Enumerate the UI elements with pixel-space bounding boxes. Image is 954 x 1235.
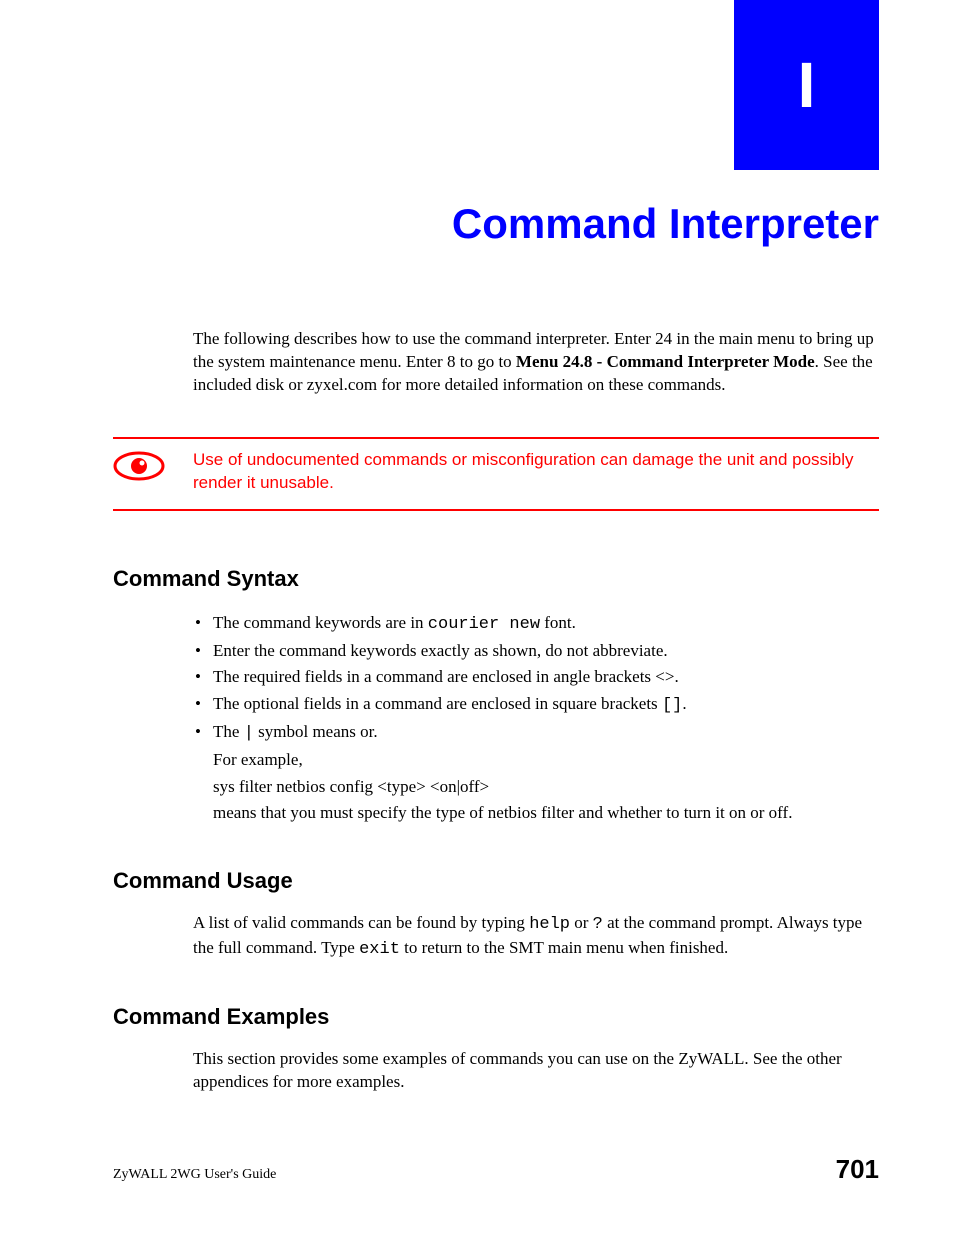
footer-guide-name: ZyWALL 2WG User's Guide (113, 1167, 276, 1183)
page-content: Command Interpreter The following descri… (113, 200, 879, 1136)
list-item: means that you must specify the type of … (213, 800, 879, 826)
text: symbol means or. (254, 722, 378, 741)
list-item: Enter the command keywords exactly as sh… (213, 638, 879, 664)
example-command: sys filter netbios config <type> <on|off… (213, 777, 489, 796)
intro-bold: Menu 24.8 - Command Interpreter Mode (516, 352, 815, 371)
text: The optional fields in a command are enc… (213, 694, 662, 713)
appendix-tab: I (734, 0, 879, 170)
eye-icon (113, 451, 173, 486)
footer-page-number: 701 (836, 1154, 879, 1185)
text: Enter the command keywords exactly as sh… (213, 641, 668, 660)
mono-text: exit (359, 940, 400, 959)
text: or (570, 913, 593, 932)
text: The required fields in a command are enc… (213, 667, 679, 686)
list-item: The command keywords are in courier new … (213, 610, 879, 638)
page-title: Command Interpreter (113, 200, 879, 248)
list-item: For example, (213, 747, 879, 773)
mono-text: ? (593, 915, 603, 934)
syntax-bullet-list: The command keywords are in courier new … (213, 610, 879, 827)
list-item: sys filter netbios config <type> <on|off… (213, 774, 879, 800)
warning-callout: Use of undocumented commands or misconfi… (113, 437, 879, 511)
text: The (213, 722, 244, 741)
section-heading-examples: Command Examples (113, 1004, 879, 1030)
list-item: The | symbol means or. (213, 719, 879, 747)
text: means that you must specify the type of … (213, 803, 792, 822)
text: The command keywords are in (213, 613, 428, 632)
mono-text: courier new (428, 615, 540, 634)
list-item: The optional fields in a command are enc… (213, 691, 879, 719)
mono-text: help (529, 915, 570, 934)
warning-text: Use of undocumented commands or misconfi… (193, 449, 879, 495)
appendix-letter: I (798, 48, 816, 122)
text: font. (540, 613, 576, 632)
list-item: The required fields in a command are enc… (213, 664, 879, 690)
section-heading-syntax: Command Syntax (113, 566, 879, 592)
text: A list of valid commands can be found by… (193, 913, 529, 932)
intro-paragraph: The following describes how to use the c… (193, 328, 879, 397)
examples-paragraph: This section provides some examples of c… (193, 1048, 879, 1094)
text: to return to the SMT main menu when fini… (400, 938, 728, 957)
text: . (682, 694, 686, 713)
section-heading-usage: Command Usage (113, 868, 879, 894)
usage-paragraph: A list of valid commands can be found by… (193, 912, 879, 962)
page-footer: ZyWALL 2WG User's Guide 701 (113, 1154, 879, 1185)
mono-text: | (244, 724, 254, 743)
mono-text: [] (662, 696, 682, 715)
text: For example, (213, 750, 303, 769)
